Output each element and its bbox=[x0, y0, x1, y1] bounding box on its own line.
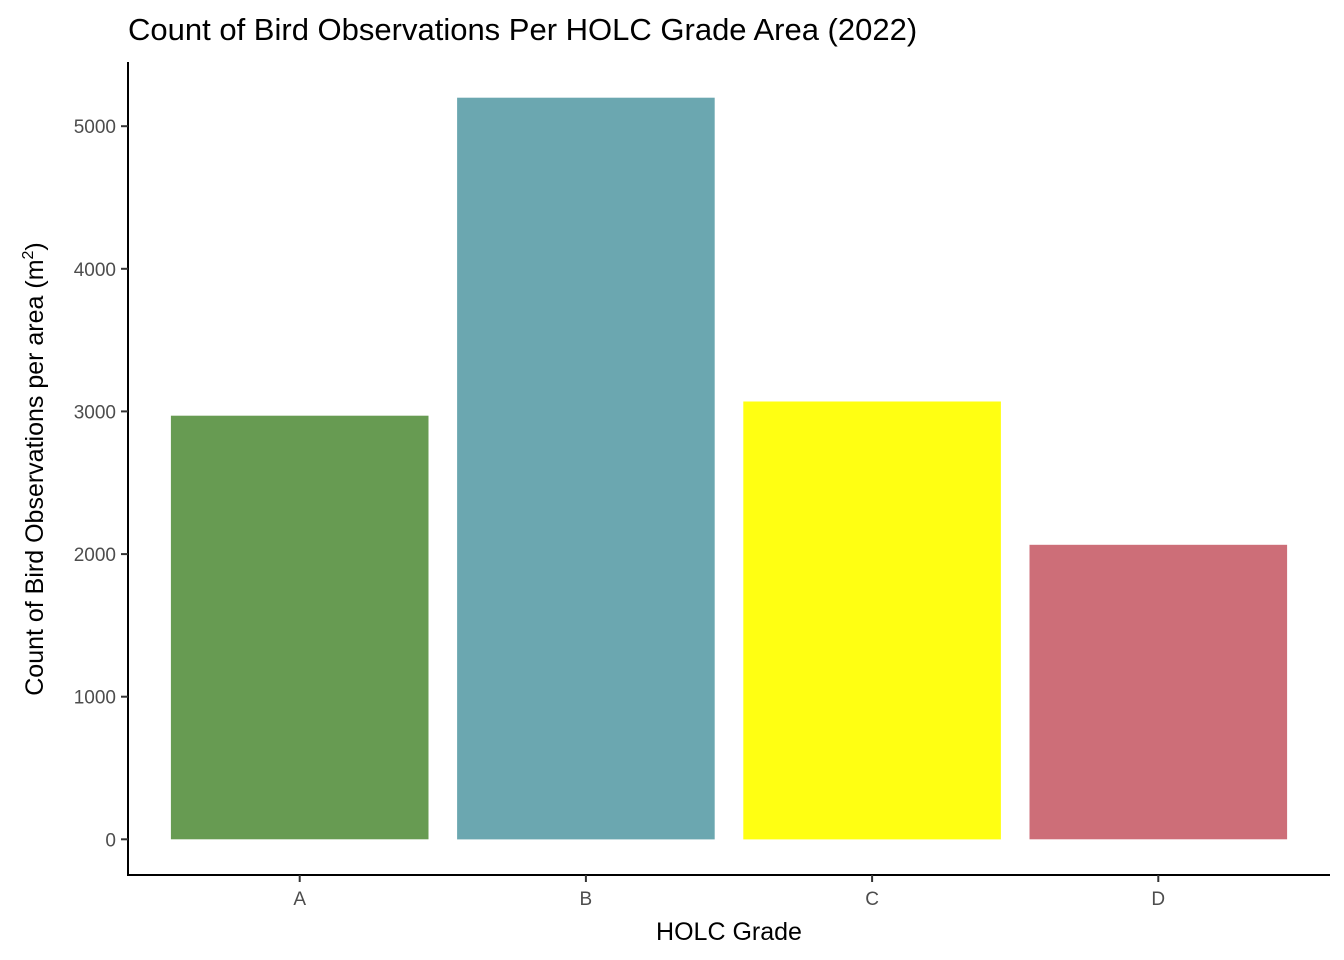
bar-d bbox=[1029, 544, 1288, 840]
y-axis-title: Count of Bird Observations per area (m2) bbox=[20, 242, 49, 696]
y-tick-label: 1000 bbox=[74, 688, 116, 709]
y-axis-title-suffix: ) bbox=[21, 242, 49, 250]
bars-group bbox=[170, 97, 1288, 840]
chart-title: Count of Bird Observations Per HOLC Grad… bbox=[128, 12, 917, 47]
y-axis-title-main: Count of Bird Observations per area (m bbox=[21, 259, 49, 695]
y-axis-title-superscript: 2 bbox=[20, 250, 37, 259]
x-tick-label: B bbox=[580, 889, 593, 910]
x-tick-label: D bbox=[1151, 889, 1165, 910]
x-tick-label: C bbox=[865, 889, 879, 910]
y-tick-label: 0 bbox=[105, 830, 116, 851]
x-tick-label: A bbox=[293, 889, 306, 910]
x-axis-title: HOLC Grade bbox=[656, 918, 802, 946]
bar-b bbox=[457, 97, 715, 840]
bar-c bbox=[743, 401, 1001, 840]
y-tick-label: 3000 bbox=[74, 402, 116, 423]
x-ticks-group: A B C D bbox=[293, 875, 1165, 910]
y-ticks-group: 0 1000 2000 3000 4000 5000 bbox=[74, 117, 128, 851]
y-tick-label: 4000 bbox=[74, 260, 116, 281]
y-tick-label: 2000 bbox=[74, 545, 116, 566]
bar-a bbox=[170, 415, 429, 840]
y-tick-label: 5000 bbox=[74, 117, 116, 138]
